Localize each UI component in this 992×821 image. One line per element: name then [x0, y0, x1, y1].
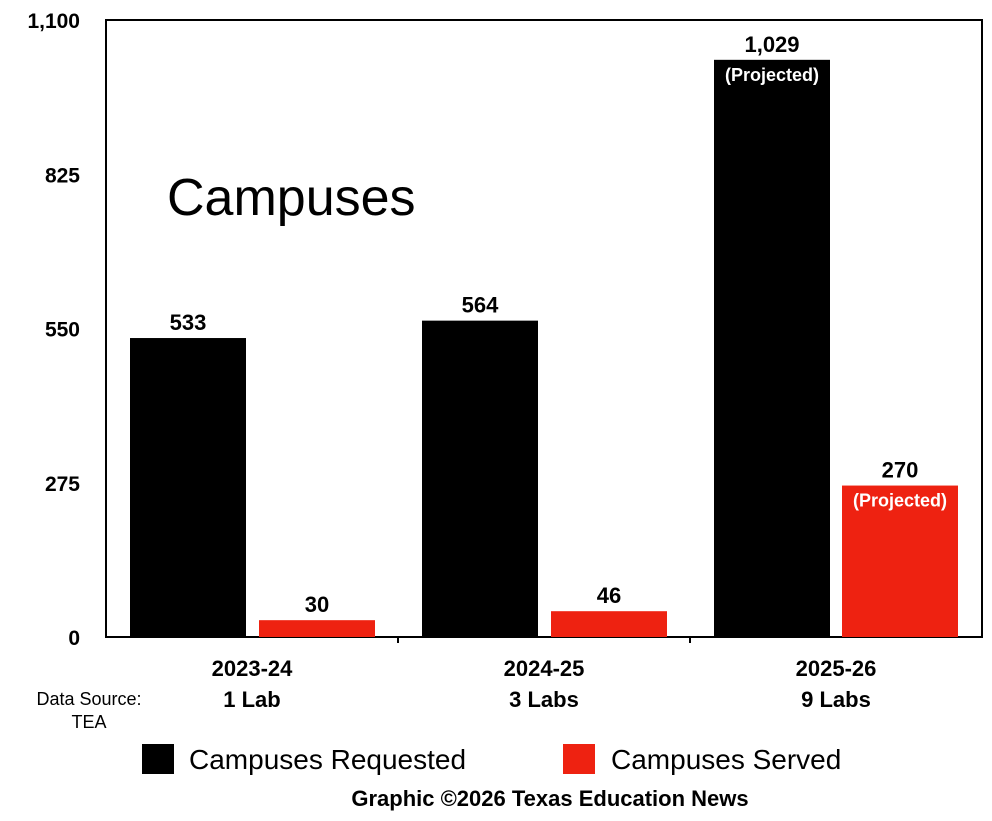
- legend-label-served: Campuses Served: [611, 744, 841, 775]
- x-category-sublabel: 9 Labs: [801, 687, 871, 712]
- x-category-sublabel: 3 Labs: [509, 687, 579, 712]
- bar-requested: [422, 320, 538, 637]
- source-line-1: Data Source:: [36, 689, 141, 709]
- y-tick-label: 825: [45, 164, 80, 187]
- x-category-label: 2023-24: [212, 656, 294, 681]
- x-category-sublabel: 1 Lab: [223, 687, 280, 712]
- data-label: 30: [305, 592, 329, 617]
- y-tick-label: 550: [45, 319, 80, 342]
- bar-requested: [714, 59, 830, 638]
- projected-note: (Projected): [725, 65, 819, 85]
- data-label: 1,029: [744, 32, 799, 57]
- projected-note: (Projected): [853, 491, 947, 511]
- legend-swatch-served: [563, 744, 595, 774]
- chart-title: Campuses: [167, 169, 416, 227]
- data-label: 533: [170, 310, 207, 335]
- data-label: 270: [882, 458, 919, 483]
- y-tick-label: 0: [68, 627, 80, 650]
- bar-served: [551, 611, 667, 637]
- bar-requested: [130, 338, 246, 637]
- y-tick-label: 1,100: [27, 10, 80, 33]
- legend: Campuses Requested Campuses Served: [142, 744, 841, 775]
- source-line-2: TEA: [71, 712, 106, 732]
- x-category-label: 2024-25: [504, 656, 585, 681]
- legend-label-requested: Campuses Requested: [189, 744, 466, 775]
- bar-served: [842, 485, 958, 637]
- y-tick-label: 275: [45, 473, 80, 496]
- bar-served: [259, 620, 375, 637]
- legend-swatch-requested: [142, 744, 174, 774]
- data-label: 564: [462, 293, 499, 318]
- data-label: 46: [597, 583, 621, 608]
- plot-frame: [105, 19, 983, 638]
- x-category-label: 2025-26: [796, 656, 877, 681]
- credit: Graphic ©2026 Texas Education News: [351, 786, 748, 811]
